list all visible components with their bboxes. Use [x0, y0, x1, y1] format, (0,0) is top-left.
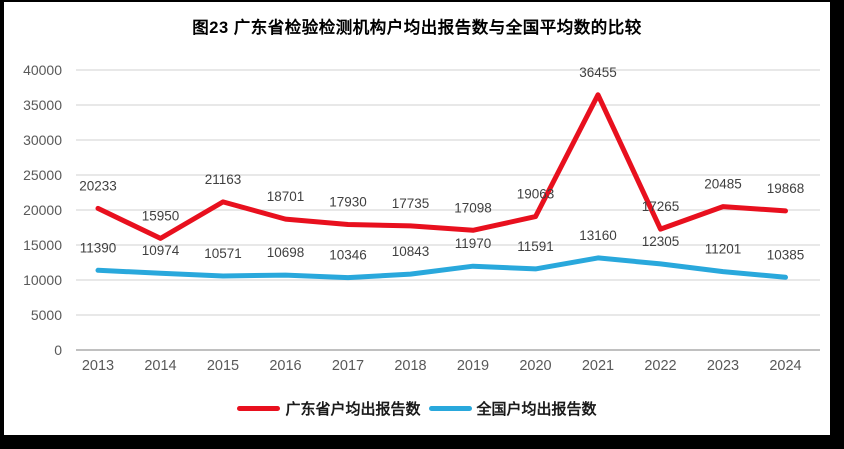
data-label-series-1: 11591 [517, 239, 554, 254]
x-tick-label: 2023 [707, 358, 739, 374]
x-tick-label: 2017 [332, 358, 364, 374]
data-label-series-0: 18701 [267, 189, 305, 204]
x-tick-label: 2021 [582, 358, 614, 374]
data-label-series-0: 36455 [579, 65, 617, 80]
legend: 广东省户均出报告数 全国户均出报告数 [4, 398, 830, 419]
chart-title: 图23 广东省检验检测机构户均出报告数与全国平均数的比较 [192, 19, 642, 37]
x-tick-label: 2016 [269, 358, 301, 374]
data-label-series-0: 19063 [517, 187, 555, 202]
data-label-series-0: 20485 [704, 177, 742, 192]
series-line-1 [95, 255, 788, 281]
data-label-series-1: 11201 [705, 242, 742, 257]
data-label-series-1: 10346 [329, 248, 367, 263]
data-label-series-1: 10843 [392, 244, 430, 259]
x-tick-label: 2019 [457, 358, 489, 374]
x-tick-label: 2013 [82, 358, 114, 374]
y-tick-label: 15000 [23, 237, 62, 253]
data-label-series-1: 13160 [579, 228, 617, 243]
data-label-series-0: 17098 [454, 200, 492, 215]
line-chart-plot: 0 5000 10000 15000 20000 25000 30000 35000 40000… [23, 62, 820, 374]
x-tick-label: 2020 [519, 358, 551, 374]
legend-label-national: 全国户均出报告数 [476, 401, 597, 418]
legend-swatch-blue-line-icon [428, 406, 472, 411]
y-tick-label: 0 [54, 342, 62, 358]
data-label-series-0: 21163 [205, 172, 242, 187]
data-label-series-0: 15950 [142, 208, 180, 223]
y-tick-label: 20000 [23, 202, 62, 218]
x-tick-label: 2018 [394, 358, 426, 374]
y-tick-label: 10000 [23, 272, 62, 288]
x-tick-label: 2022 [644, 358, 676, 374]
data-label-series-1: 11970 [455, 236, 492, 251]
legend-item-guangdong: 广东省户均出报告数 [237, 398, 421, 419]
x-tick-label: 2015 [207, 358, 239, 374]
chart-area: 图23 广东省检验检测机构户均出报告数与全国平均数的比较 0 5000 10000 1… [4, 2, 830, 435]
x-tick-label: 2024 [769, 358, 801, 374]
data-label-series-0: 20233 [79, 178, 117, 193]
series-line-0 [95, 92, 788, 241]
y-tick-label: 40000 [23, 62, 62, 78]
data-label-series-1: 10571 [204, 246, 242, 261]
y-tick-label: 35000 [23, 97, 62, 113]
data-label-series-0: 17265 [642, 199, 680, 214]
data-label-series-1: 12305 [642, 234, 680, 249]
data-label-series-1: 11390 [80, 240, 117, 255]
y-tick-label: 30000 [23, 132, 62, 148]
data-label-series-0: 17735 [392, 196, 430, 211]
x-tick-label: 2014 [144, 358, 176, 374]
legend-label-guangdong: 广东省户均出报告数 [285, 401, 421, 418]
data-label-series-1: 10974 [142, 243, 180, 258]
legend-swatch-red-line-icon [237, 406, 281, 411]
data-label-series-1: 10698 [267, 245, 305, 260]
legend-item-national: 全国户均出报告数 [428, 398, 597, 419]
data-label-series-0: 19868 [767, 181, 805, 196]
y-tick-label: 5000 [31, 307, 62, 323]
data-label-series-1: 10385 [767, 247, 805, 262]
y-tick-label: 25000 [23, 167, 62, 183]
data-label-series-0: 17930 [329, 195, 367, 210]
